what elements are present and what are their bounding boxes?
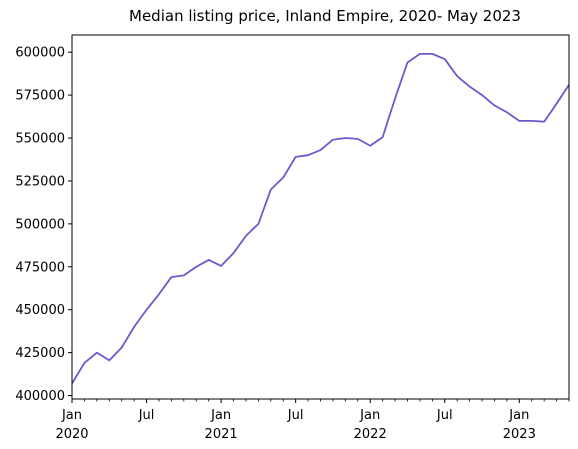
y-tick-label: 600000 [15, 46, 65, 61]
x-tick-label: Jul [287, 408, 304, 423]
y-tick-label: 475000 [15, 260, 65, 275]
y-tick-label: 575000 [15, 89, 65, 104]
x-tick-label: Jul [138, 408, 155, 423]
y-tick-label: 450000 [15, 303, 65, 318]
y-tick-label: 525000 [15, 174, 65, 189]
x-year-label: 2020 [55, 427, 88, 442]
x-axis: Jan 2020 Jul Jan 2021 Jul Jan 2022 Jul Jan 2023 [55, 399, 570, 442]
x-tick-label: Jan [359, 408, 380, 423]
x-year-label: 2021 [205, 427, 238, 442]
x-tick-label: Jul [436, 408, 453, 423]
x-year-label: 2022 [354, 427, 387, 442]
x-tick-label: Jan [508, 408, 529, 423]
plot-frame [71, 34, 570, 400]
series-line [71, 52, 570, 385]
x-year-label: 2023 [503, 427, 536, 442]
x-tick-label: Jan [61, 408, 82, 423]
y-axis: 400000 425000 450000 475000 500000 525000 5500… [15, 46, 72, 404]
x-tick-label: Jan [210, 408, 231, 423]
chart-title: Median listing price, Inland Empire, 202… [129, 7, 521, 25]
y-tick-label: 400000 [15, 389, 65, 404]
y-tick-label: 550000 [15, 132, 65, 147]
y-tick-label: 500000 [15, 217, 65, 232]
y-tick-label: 425000 [15, 346, 65, 361]
